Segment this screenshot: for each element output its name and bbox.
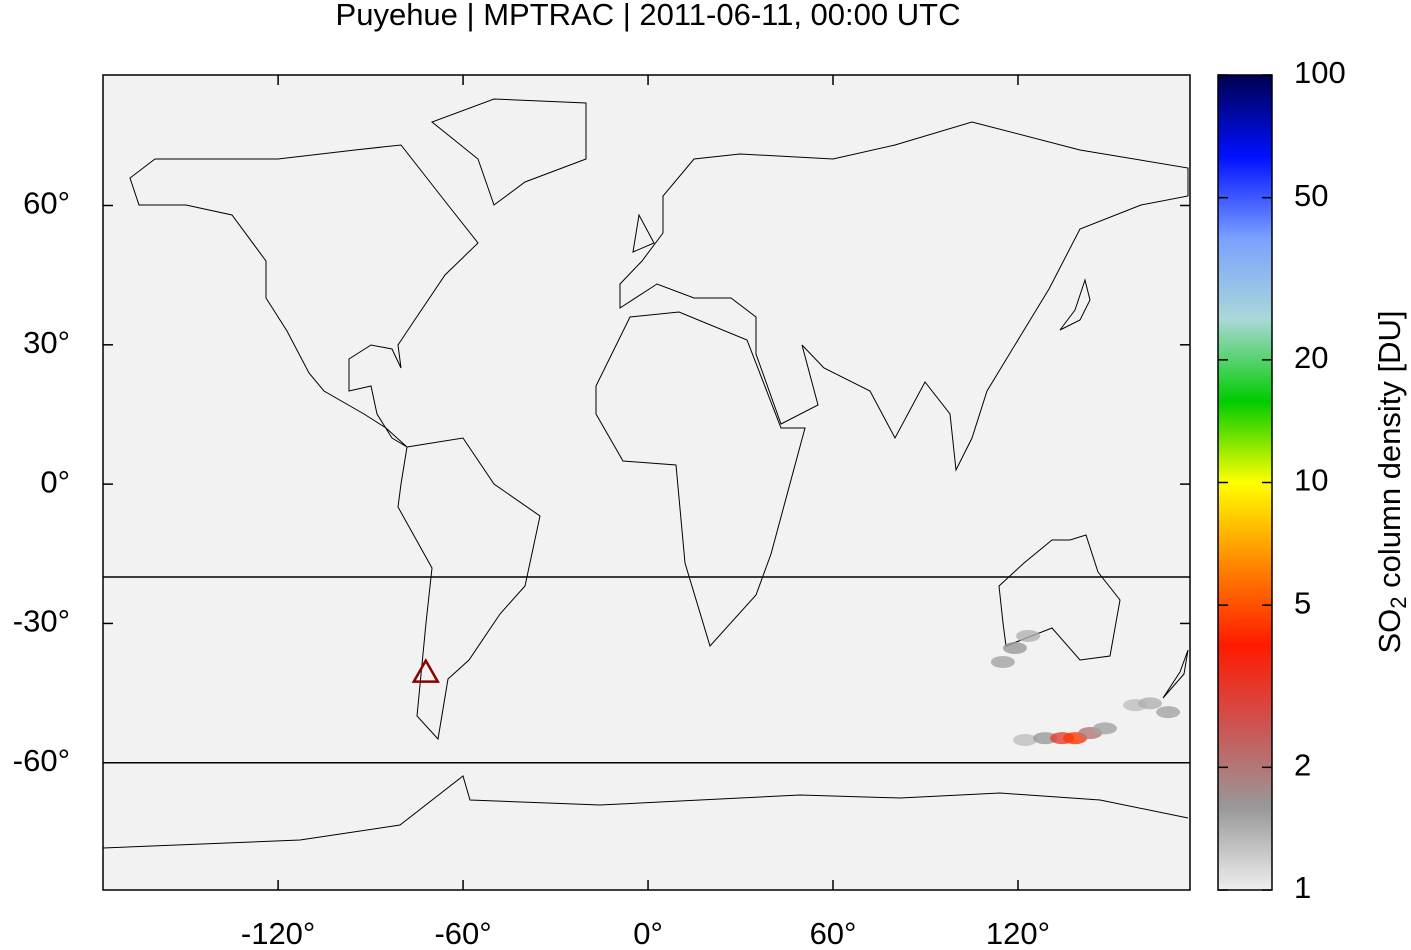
plume-point xyxy=(1033,732,1058,745)
y-tick-label: 0° xyxy=(40,464,70,499)
plume-point xyxy=(1137,697,1162,710)
colorbar-label-subscript: 2 xyxy=(1386,596,1411,608)
colorbar-label-rest: column density [DU] xyxy=(1372,310,1407,596)
plot-layer xyxy=(103,576,1190,764)
plume-point xyxy=(990,655,1015,668)
colorbar-label: SO2 column density [DU] xyxy=(1372,310,1411,653)
colorbar-tick-label: 100 xyxy=(1294,55,1346,90)
plume-point xyxy=(1016,629,1041,642)
antarctica xyxy=(102,775,1189,849)
plume-point xyxy=(1092,722,1117,735)
y-tick-label: -30° xyxy=(13,604,70,639)
plume-point xyxy=(1156,706,1181,719)
british-isles xyxy=(632,213,655,253)
colorbar-label-text: SO xyxy=(1372,609,1407,654)
y-tick-label: 30° xyxy=(23,325,70,360)
greenland xyxy=(431,98,587,206)
coastlines xyxy=(102,98,1189,849)
x-tick-label: -120° xyxy=(241,916,315,950)
colorbar-tick-label: 10 xyxy=(1294,463,1328,498)
colorbar-tick-label: 1 xyxy=(1294,870,1311,905)
colorbar-tick-label: 50 xyxy=(1294,178,1328,213)
x-tick-label: 0° xyxy=(633,916,663,950)
plume-point xyxy=(1013,734,1038,747)
africa xyxy=(595,311,806,647)
north-america xyxy=(129,144,479,448)
map-background xyxy=(103,75,1190,890)
x-tick-label: 120° xyxy=(986,916,1050,950)
y-tick-label: 60° xyxy=(23,186,70,221)
map-frame xyxy=(102,74,1191,891)
colorbar-tick-label: 2 xyxy=(1294,748,1311,783)
new-zealand xyxy=(1162,649,1189,699)
eurasia xyxy=(619,121,1189,472)
volcano-marker xyxy=(411,658,440,683)
x-tick-label: -60° xyxy=(434,916,491,950)
y-tick-label: -60° xyxy=(13,743,70,778)
colorbar-tick-label: 5 xyxy=(1294,585,1311,620)
colorbar-tick-label: 20 xyxy=(1294,340,1328,375)
plume-point xyxy=(1002,642,1027,655)
x-tick-label: 60° xyxy=(810,916,857,950)
chart-title: Puyehue | MPTRAC | 2011-06-11, 00:00 UTC xyxy=(336,0,961,32)
south-america xyxy=(397,437,541,741)
japan xyxy=(1059,278,1091,331)
